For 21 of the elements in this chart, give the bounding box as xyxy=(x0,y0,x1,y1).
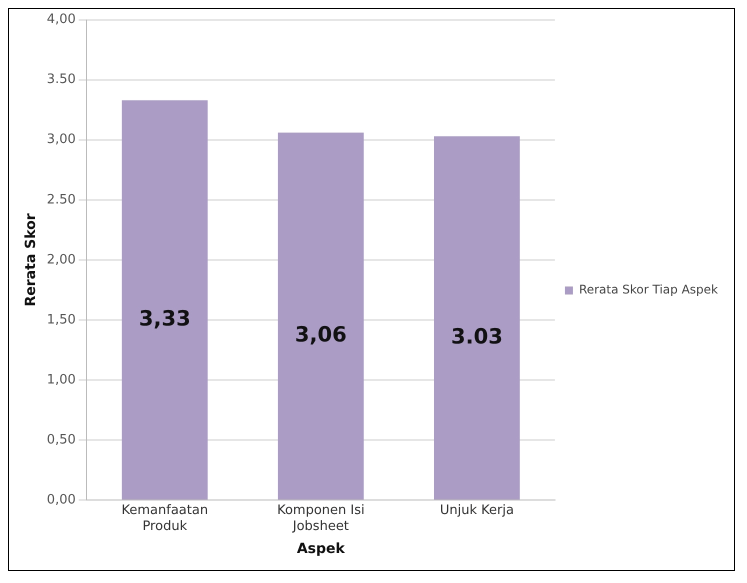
y-tick-label: 1,50 xyxy=(46,312,76,328)
bar xyxy=(434,136,520,500)
y-tick-label: 0,50 xyxy=(46,432,76,448)
y-tick-label: 3,00 xyxy=(46,132,76,148)
y-tick-label: 0,00 xyxy=(46,492,76,508)
y-tick-label: 2.50 xyxy=(46,192,76,208)
data-label: 3,33 xyxy=(138,306,191,330)
y-tick-label: 1,00 xyxy=(46,372,76,388)
bar xyxy=(278,132,364,500)
bar xyxy=(122,100,208,500)
x-tick-label: Komponen Isi Jobsheet xyxy=(277,503,365,534)
x-axis-title: Aspek xyxy=(296,541,346,558)
data-label: 3.03 xyxy=(450,324,503,348)
legend-label: Rerata Skor Tiap Aspek xyxy=(578,282,718,297)
y-axis-title: Rerata Skor xyxy=(23,213,40,306)
x-tick-label: Unjuk Kerja xyxy=(440,503,514,518)
data-label: 3,06 xyxy=(294,322,347,347)
y-tick-label: 4,00 xyxy=(46,12,76,28)
x-tick-label: Kemanfaatan Produk xyxy=(121,503,208,534)
y-tick-label: 3.50 xyxy=(46,72,76,88)
y-tick-label: 2,00 xyxy=(46,252,76,268)
